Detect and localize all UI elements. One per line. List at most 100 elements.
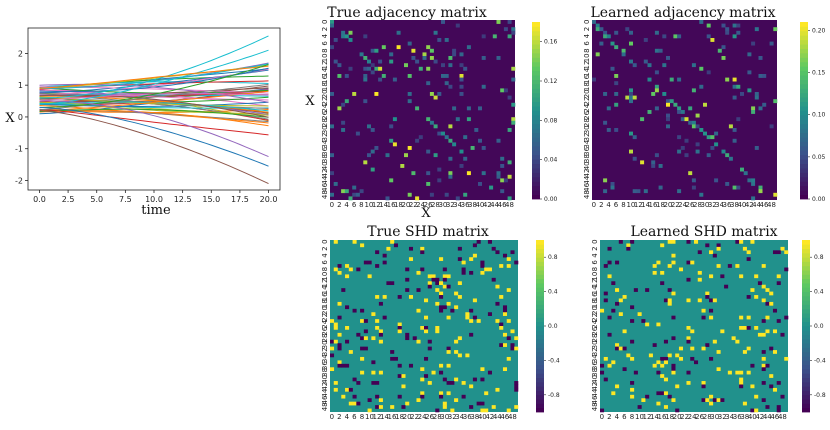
heatmap-cell [442, 284, 447, 289]
heatmap-cell [720, 274, 725, 279]
heatmap-background [330, 20, 515, 200]
colorbar-segment [536, 386, 544, 391]
heatmap-cell [420, 377, 425, 382]
heatmap-cell [444, 81, 449, 86]
heatmap-cell [663, 298, 668, 303]
heatmap-cell [499, 264, 504, 268]
heatmap-cell [739, 377, 744, 382]
heatmap-cell [442, 274, 447, 279]
heatmap-cell [455, 196, 460, 201]
heatmap-cell [480, 270, 485, 275]
heatmap-cell [507, 160, 512, 165]
heatmap-cell [773, 192, 778, 197]
heatmap-cell [645, 394, 650, 399]
heatmap-cell [507, 128, 512, 132]
true-adjacency-x-label: X [421, 206, 431, 221]
heatmap-cell [345, 363, 350, 368]
heatmap-cell [677, 149, 682, 154]
heatmap-x-tick-label: 48 [508, 413, 517, 421]
heatmap-cell [660, 374, 665, 378]
heatmap-cell [622, 367, 627, 372]
heatmap-y-tick-label: 42 [583, 169, 591, 178]
heatmap-cell [746, 326, 751, 330]
heatmap-cell [503, 27, 508, 32]
colorbar-segment [800, 168, 808, 173]
heatmap-cell [356, 401, 361, 406]
heatmap-cell [439, 370, 444, 375]
heatmap-cell [662, 92, 667, 96]
heatmap-x-tick-label: 34 [715, 201, 724, 209]
heatmap-cell [615, 260, 620, 265]
heatmap-cell [454, 398, 459, 402]
heatmap-cell [448, 138, 453, 143]
heatmap-cell [684, 153, 689, 158]
heatmap-x-tick-label: 16 [649, 201, 658, 209]
heatmap-y-tick-label: 14 [583, 67, 591, 76]
colorbar-segment [536, 321, 544, 327]
colorbar-segment [532, 141, 540, 147]
heatmap-cell [439, 391, 444, 396]
heatmap-y-tick-label: 14 [321, 67, 329, 76]
heatmap-x-tick-label: 48 [505, 201, 514, 209]
heatmap-cell [397, 329, 402, 334]
heatmap-cell [721, 56, 726, 60]
colorbar-segment [800, 66, 808, 72]
heatmap-cell [606, 128, 611, 132]
heatmap-cell [629, 149, 633, 154]
heatmap-cell [677, 34, 682, 39]
heatmap-cell [371, 370, 376, 375]
heatmap-y-tick-label: 16 [583, 74, 591, 83]
heatmap-cell [500, 189, 505, 194]
heatmap-y-tick-label: 48 [591, 402, 599, 411]
heatmap-cell [592, 20, 596, 24]
trajectory-line [39, 110, 269, 185]
heatmap-tick-labels: 0022446688101012121414161618182020222224… [321, 20, 514, 209]
heatmap-cell [370, 48, 375, 53]
trajectory-line [39, 49, 269, 105]
heatmap-cell [695, 142, 700, 147]
heatmap-cell [510, 250, 515, 255]
colorbar-segment [532, 137, 540, 142]
heatmap-cell [427, 346, 432, 351]
heatmap-cell [420, 250, 425, 255]
heatmap-cell [607, 246, 612, 251]
heatmap-y-tick-label: 4 [591, 253, 599, 258]
heatmap-x-tick-label: 4 [344, 201, 349, 209]
heatmap-x-tick-label: 8 [359, 201, 363, 209]
heatmap-cell [709, 274, 714, 279]
heatmap-y-tick-label: 44 [591, 388, 599, 397]
heatmap-y-tick-label: 38 [591, 368, 599, 377]
colorbar-tick-label: 0.12 [544, 78, 558, 85]
heatmap-y-tick-label: 24 [321, 319, 329, 328]
heatmap-cell [495, 301, 500, 306]
heatmap-cell [691, 124, 696, 129]
heatmap-cell [701, 381, 706, 385]
heatmap-cell [621, 52, 626, 57]
heatmap-cell [448, 84, 453, 89]
heatmap-cell [390, 350, 395, 354]
heatmap-cell [397, 326, 402, 330]
heatmap-x-tick-label: 34 [455, 413, 464, 421]
heatmap-x-tick-label: 38 [468, 201, 477, 209]
heatmap-cell [706, 153, 711, 158]
heatmap-cell [506, 408, 511, 413]
heatmap-cell [355, 192, 360, 197]
heatmap-cell [367, 408, 372, 413]
heatmap-cell [502, 308, 508, 313]
heatmap-cell [390, 356, 395, 361]
heatmap-y-tick-label: 8 [321, 48, 329, 52]
heatmap-cell [751, 196, 756, 201]
heatmap-cell [720, 329, 725, 334]
heatmap-y-tick-label: 42 [591, 382, 599, 391]
colorbar-segment [532, 39, 540, 45]
heatmap-cell [592, 77, 596, 82]
heatmap-cell [772, 250, 778, 255]
heatmap-cell [686, 260, 691, 265]
heatmap-cell [780, 246, 785, 251]
heatmap-cell [487, 267, 492, 272]
heatmap-cell [381, 74, 386, 78]
colorbar-segment [532, 26, 540, 32]
heatmap-cell [599, 41, 604, 46]
heatmap-x-tick-label: 38 [740, 413, 749, 421]
